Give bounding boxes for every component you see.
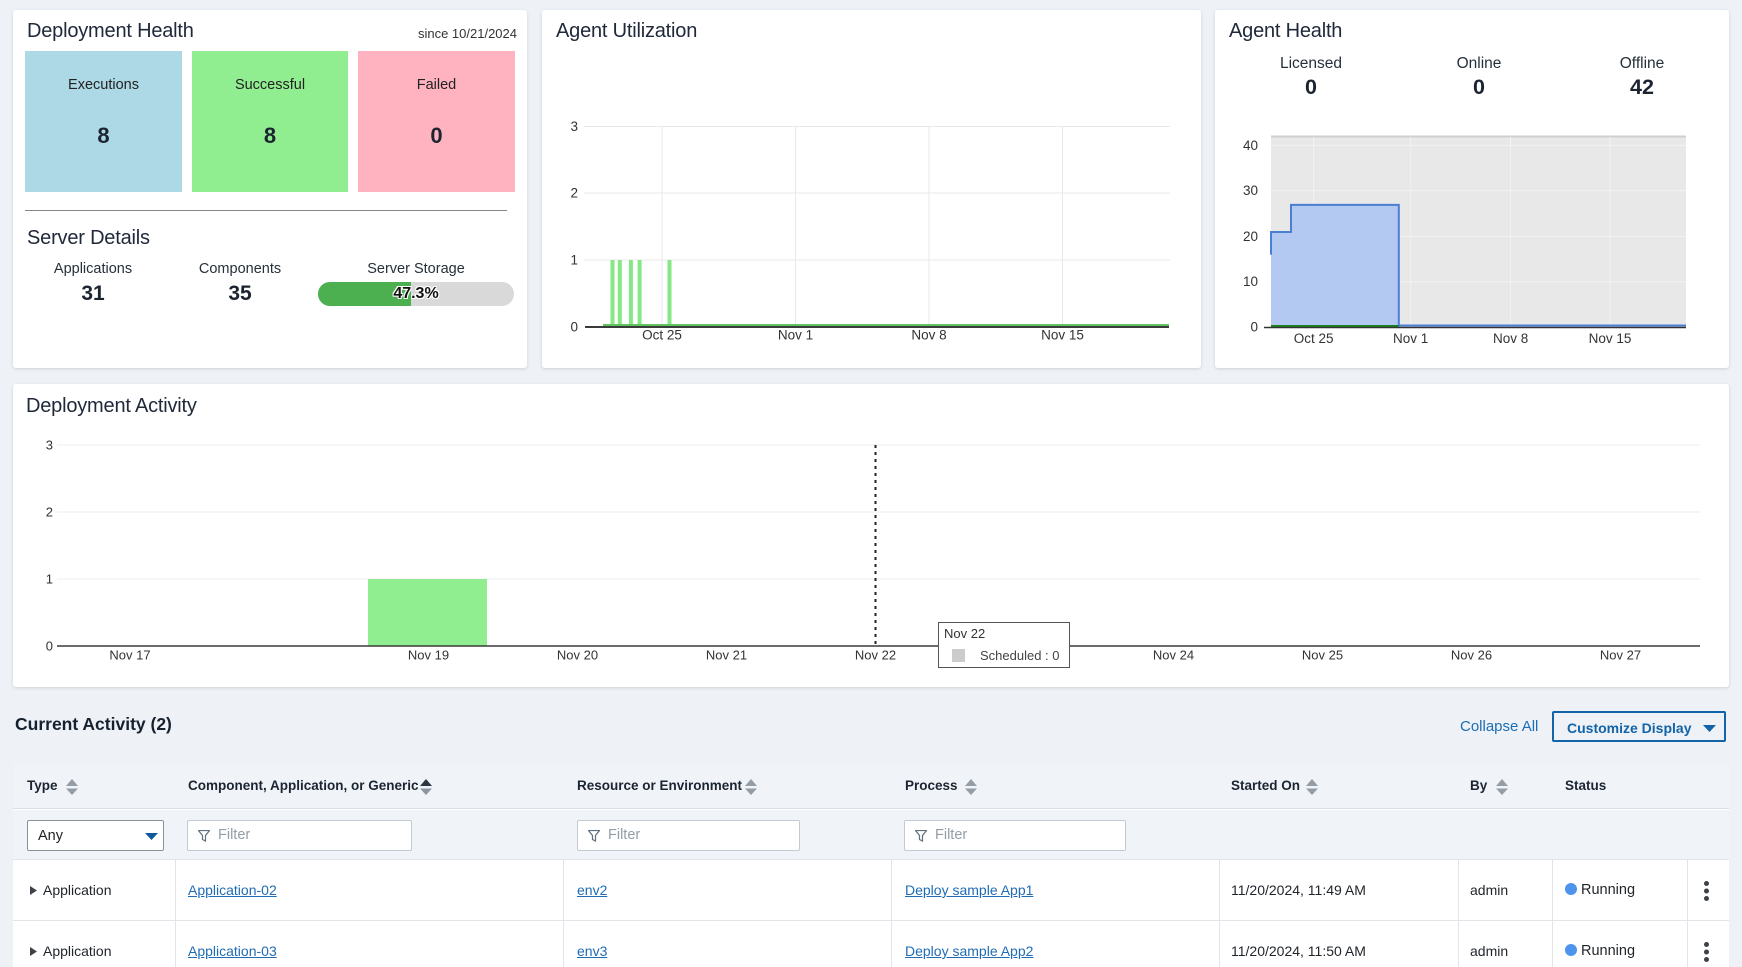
svg-text:1: 1 bbox=[46, 572, 53, 587]
svg-text:Nov 25: Nov 25 bbox=[1302, 648, 1343, 663]
svg-text:Nov 24: Nov 24 bbox=[1153, 648, 1194, 663]
svg-text:10: 10 bbox=[1243, 274, 1258, 289]
svg-text:20: 20 bbox=[1243, 229, 1258, 244]
svg-text:Nov 15: Nov 15 bbox=[1041, 328, 1084, 343]
svg-text:Nov 17: Nov 17 bbox=[109, 648, 150, 663]
svg-text:Nov 19: Nov 19 bbox=[408, 648, 449, 663]
svg-text:40: 40 bbox=[1243, 138, 1258, 153]
svg-text:3: 3 bbox=[570, 119, 578, 134]
svg-text:Nov 27: Nov 27 bbox=[1600, 648, 1641, 663]
svg-text:Nov 21: Nov 21 bbox=[706, 648, 747, 663]
svg-text:Oct 25: Oct 25 bbox=[642, 328, 682, 343]
svg-text:Nov 8: Nov 8 bbox=[911, 328, 946, 343]
svg-text:Oct 25: Oct 25 bbox=[1294, 331, 1334, 346]
svg-text:1: 1 bbox=[570, 253, 578, 268]
svg-text:2: 2 bbox=[570, 186, 578, 201]
svg-text:2: 2 bbox=[46, 505, 53, 520]
svg-text:3: 3 bbox=[46, 438, 53, 453]
svg-text:Nov 8: Nov 8 bbox=[1493, 331, 1528, 346]
svg-text:Nov 26: Nov 26 bbox=[1451, 648, 1492, 663]
svg-text:0: 0 bbox=[1250, 320, 1258, 335]
svg-text:0: 0 bbox=[46, 639, 53, 654]
svg-text:30: 30 bbox=[1243, 183, 1258, 198]
svg-text:Nov 1: Nov 1 bbox=[1393, 331, 1428, 346]
svg-text:Nov 22: Nov 22 bbox=[855, 648, 896, 663]
svg-text:0: 0 bbox=[570, 320, 578, 335]
svg-text:Nov 20: Nov 20 bbox=[557, 648, 598, 663]
svg-text:Nov 15: Nov 15 bbox=[1589, 331, 1632, 346]
svg-text:Nov 1: Nov 1 bbox=[778, 328, 813, 343]
